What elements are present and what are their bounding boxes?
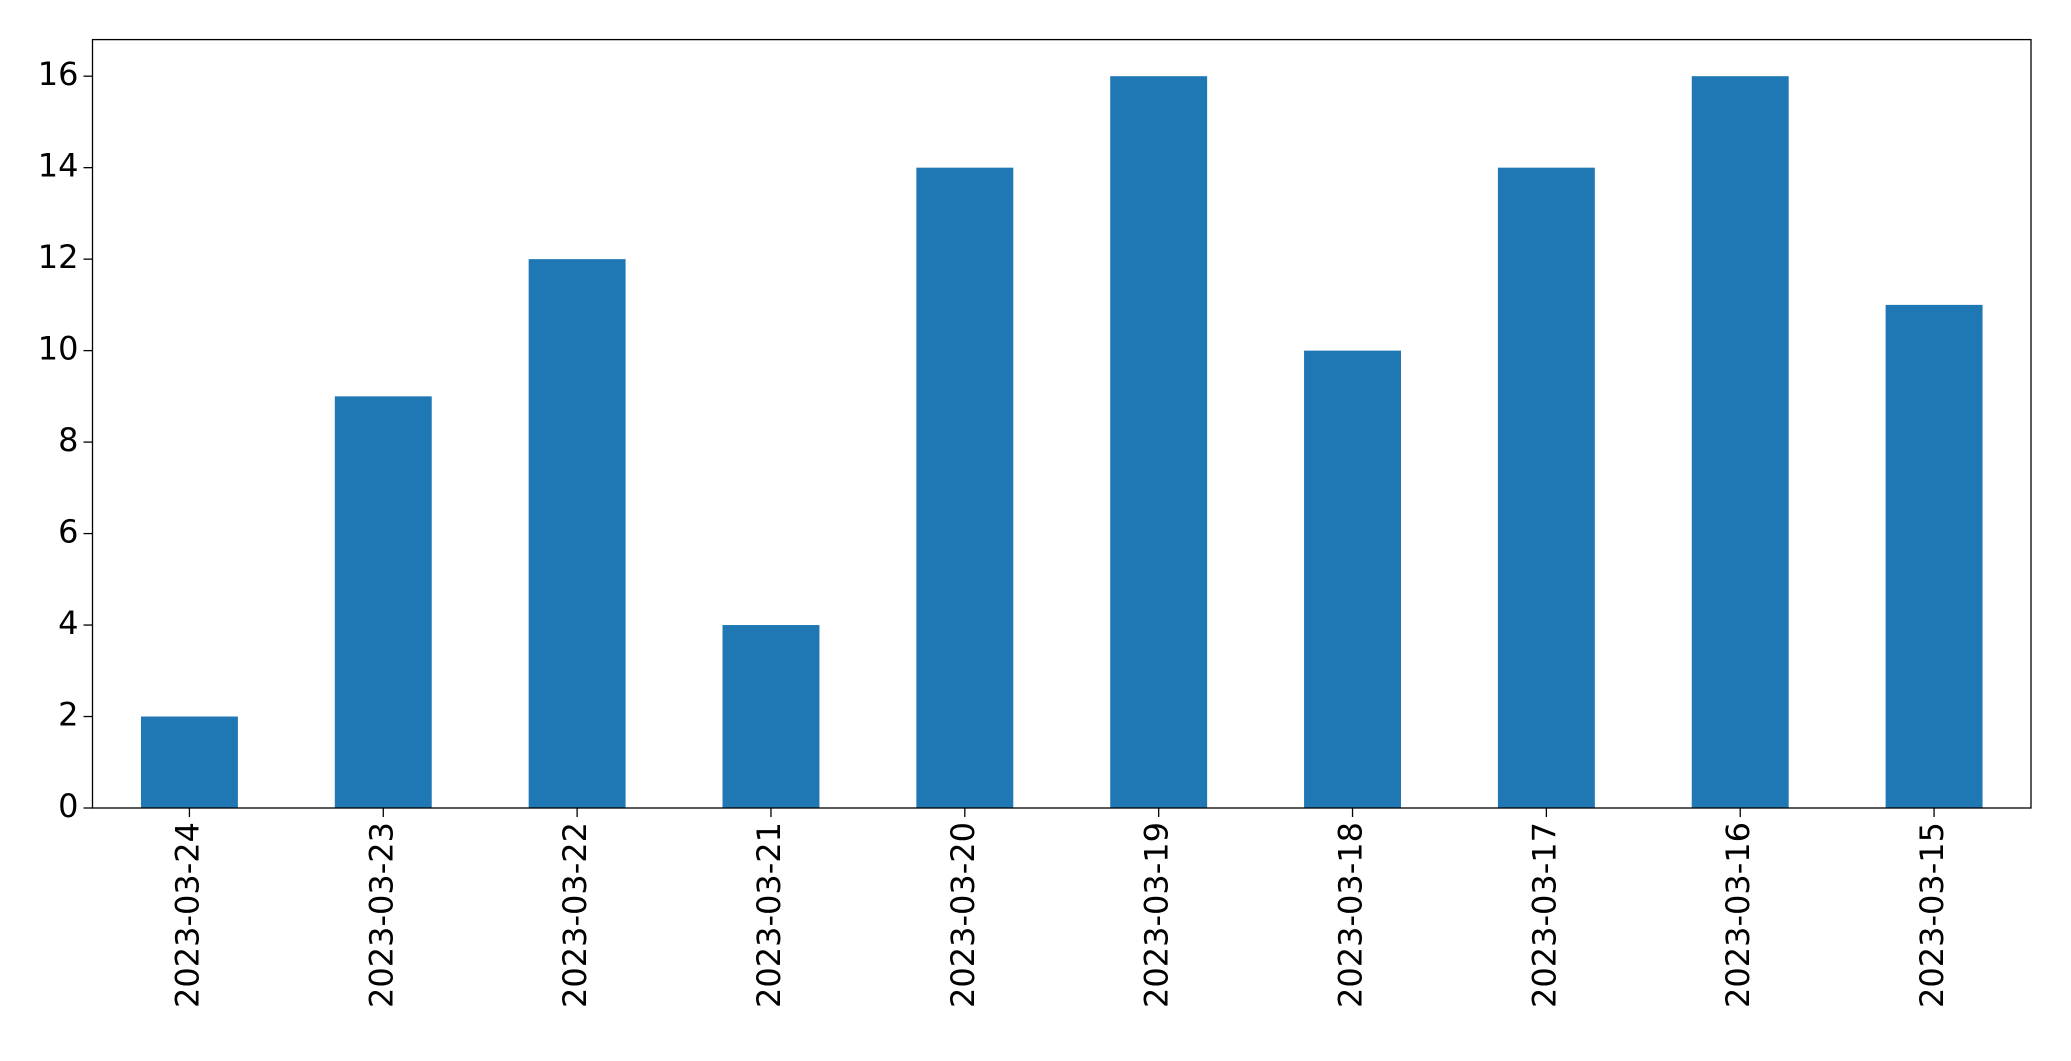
y-tick-label: 10: [38, 330, 79, 368]
bar: [334, 396, 432, 808]
x-tick-label: 2023-03-24: [168, 822, 206, 1008]
plot-frame: [91, 38, 2032, 809]
x-tick-label: 2023-03-20: [944, 822, 982, 1008]
bar: [1304, 350, 1401, 808]
bar: [1691, 76, 1789, 808]
y-tick-label: 14: [38, 147, 79, 185]
bar: [1497, 167, 1595, 808]
bar: [140, 716, 238, 808]
x-tick-label: 2023-03-15: [1913, 822, 1951, 1008]
bar: [722, 625, 820, 808]
x-tick-label: 2023-03-16: [1719, 822, 1757, 1008]
x-tick-label: 2023-03-19: [1138, 822, 1176, 1008]
bar: [1885, 304, 1983, 808]
y-tick-label: 4: [58, 604, 78, 642]
x-tick-label: 2023-03-17: [1525, 822, 1563, 1008]
x-tick-label: 2023-03-22: [556, 822, 594, 1008]
y-tick-label: 8: [58, 421, 78, 459]
bar: [528, 259, 626, 809]
y-tick-label: 0: [58, 787, 78, 825]
bar: [1110, 76, 1208, 808]
bar: [916, 167, 1014, 808]
x-tick-label: 2023-03-23: [362, 822, 400, 1008]
x-tick-label: 2023-03-21: [750, 822, 788, 1008]
x-tick-label: 2023-03-18: [1332, 822, 1370, 1008]
y-tick-label: 6: [58, 513, 78, 551]
y-tick-label: 12: [38, 238, 79, 276]
y-tick-label: 2: [58, 696, 78, 734]
y-tick-label: 16: [38, 55, 79, 93]
